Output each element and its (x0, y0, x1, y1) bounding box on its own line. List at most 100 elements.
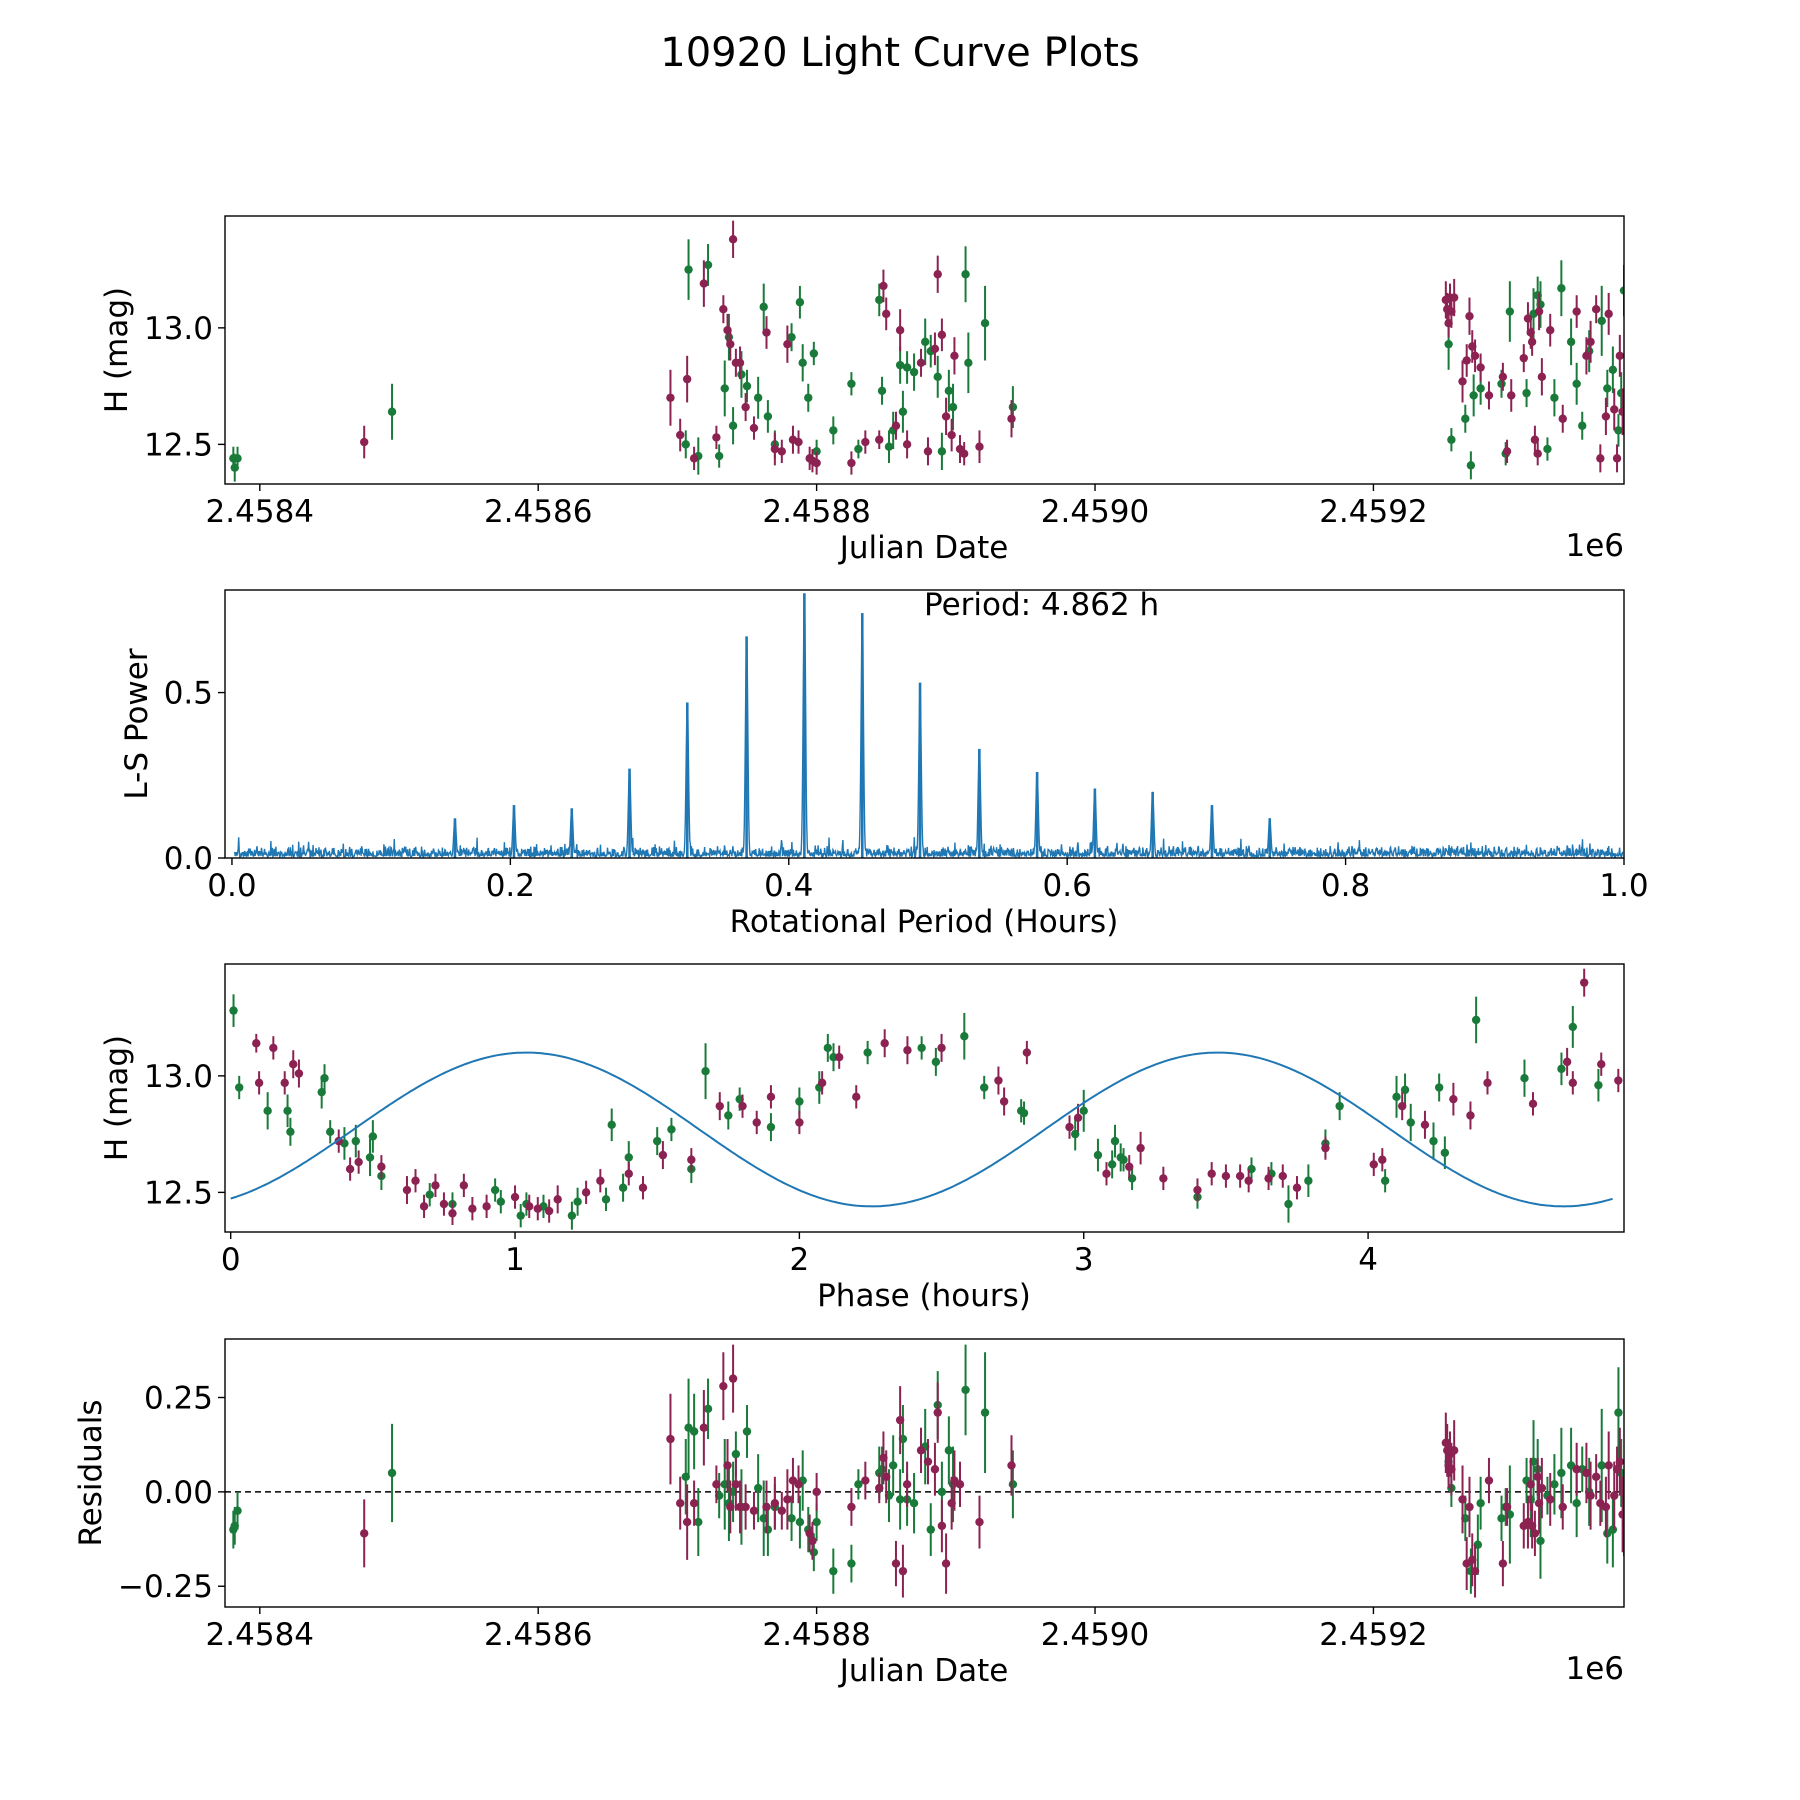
phased-point-maroon (254, 1071, 264, 1095)
lightcurve-xlabel: Julian Date (838, 530, 1009, 566)
lightcurve-xtick-label: 2.4584 (206, 494, 314, 530)
lightcurve-point-maroon (875, 430, 884, 450)
phased-xtick-label: 4 (1358, 1242, 1378, 1278)
lightcurve-marker (753, 393, 763, 402)
lightcurve-marker (777, 447, 787, 456)
residuals-marker (1631, 1514, 1639, 1522)
phased-marker (368, 1132, 378, 1141)
lightcurve-xtick-label: 2.4590 (1041, 494, 1149, 530)
phased-point-maroon (1562, 1047, 1572, 1076)
phased-point-green (931, 1047, 941, 1076)
phased-point-maroon (525, 1194, 534, 1219)
phased-point-maroon (411, 1169, 420, 1193)
lightcurve-point-maroon (712, 425, 721, 450)
residuals-point-green (703, 1378, 713, 1440)
lightcurve-point-maroon (1610, 388, 1619, 431)
lightcurve-point-maroon (728, 220, 738, 258)
lightcurve-xtick-label: 2.4592 (1319, 494, 1427, 530)
lightcurve-marker (1469, 391, 1478, 400)
phased-marker (1207, 1169, 1216, 1178)
phased-point-green (1429, 1122, 1438, 1160)
lightcurve-marker (875, 435, 884, 444)
residuals-marker (923, 1457, 933, 1466)
phased-marker (345, 1164, 355, 1174)
lightcurve-marker (1444, 339, 1453, 349)
lightcurve-marker (812, 458, 821, 468)
lightcurve-point-green (742, 369, 752, 403)
residuals-point-green (1608, 1491, 1618, 1568)
phased-point-maroon (1125, 1155, 1134, 1179)
phased-marker (468, 1204, 477, 1213)
residuals-point-maroon (1604, 1431, 1613, 1500)
residuals-marker (854, 1480, 863, 1489)
lightcurve-marker (804, 393, 813, 402)
residuals-point-green (1536, 1503, 1545, 1579)
residuals-marker (762, 1502, 771, 1512)
lightcurve-point-green (1466, 451, 1476, 480)
phased-point-maroon (1321, 1136, 1330, 1160)
phased-marker (1335, 1101, 1344, 1111)
residuals-point-green (1497, 1495, 1506, 1541)
lightcurve-point-green (1619, 264, 1624, 317)
phased-point-green (1400, 1073, 1410, 1107)
residuals-marker (1582, 1468, 1591, 1478)
residuals-point-green (1550, 1454, 1559, 1515)
phased-marker (1429, 1136, 1438, 1146)
phased-point-maroon (1193, 1178, 1202, 1202)
residuals-marker (1497, 1514, 1506, 1523)
phased-point-green (1557, 1052, 1566, 1086)
phased-point-maroon (752, 1110, 761, 1135)
phased-point-green (980, 1075, 989, 1100)
phased-marker (1520, 1073, 1529, 1083)
lightcurve-point-green (1447, 428, 1456, 452)
residuals-point-green (980, 1352, 990, 1473)
residuals-point-maroon (808, 1522, 817, 1560)
phased-marker (653, 1136, 662, 1146)
phased-point-green (496, 1190, 506, 1214)
lightcurve-point-maroon (902, 430, 912, 459)
lightcurve-point-maroon (1465, 297, 1474, 335)
residuals-marker (961, 1385, 970, 1395)
lightcurve-marker (724, 332, 734, 342)
lightcurve-point-maroon (666, 369, 675, 426)
phased-marker (1471, 1015, 1481, 1025)
residuals-ytick-label: 0.00 (144, 1475, 213, 1511)
lightcurve-point-maroon (1498, 362, 1508, 391)
phased-marker (1369, 1160, 1378, 1169)
phased-marker (1434, 1083, 1444, 1092)
phased-marker (715, 1101, 724, 1111)
lightcurve-marker (854, 444, 863, 454)
lightcurve-point-maroon (1507, 379, 1516, 412)
lightcurve-point-green (798, 344, 807, 382)
lightcurve-marker (726, 339, 735, 349)
residuals-point-maroon (1628, 1420, 1636, 1526)
residuals-panel: 2.4584 2.4586 2.4588 2.4590 2.4592 0.25 0.00 −0… (73, 1338, 1643, 1689)
lightcurve-marker (898, 407, 908, 416)
phased-xtick-label: 1 (505, 1242, 525, 1278)
phased-point-maroon (994, 1066, 1003, 1095)
residuals-point-maroon (783, 1469, 792, 1530)
phased-point-maroon (999, 1087, 1009, 1116)
lightcurve-point-maroon (1458, 360, 1467, 403)
phased-point-green (1568, 1005, 1578, 1048)
lightcurve-marker (861, 437, 870, 447)
lightcurve-point-maroon (955, 435, 965, 464)
phased-point-maroon (459, 1173, 469, 1198)
residuals-point-maroon (1635, 1492, 1643, 1530)
phased-marker (286, 1127, 295, 1136)
phased-ylabel: H (mag) (99, 1035, 135, 1161)
residuals-marker (1537, 1483, 1547, 1493)
phased-marker (229, 1006, 238, 1015)
residuals-point-maroon (728, 1344, 738, 1413)
residuals-point-green (1476, 1476, 1485, 1530)
lightcurve-marker (1558, 414, 1567, 423)
residuals-marker (1586, 1491, 1595, 1500)
lightcurve-marker (1566, 337, 1576, 347)
lightcurve-marker (1537, 372, 1547, 381)
phased-marker (1466, 1111, 1475, 1120)
phased-point-maroon (345, 1157, 355, 1181)
lightcurve-marker (682, 374, 692, 384)
phased-point-green (1440, 1136, 1450, 1170)
phased-marker (766, 1122, 776, 1132)
phased-marker (795, 1118, 804, 1127)
